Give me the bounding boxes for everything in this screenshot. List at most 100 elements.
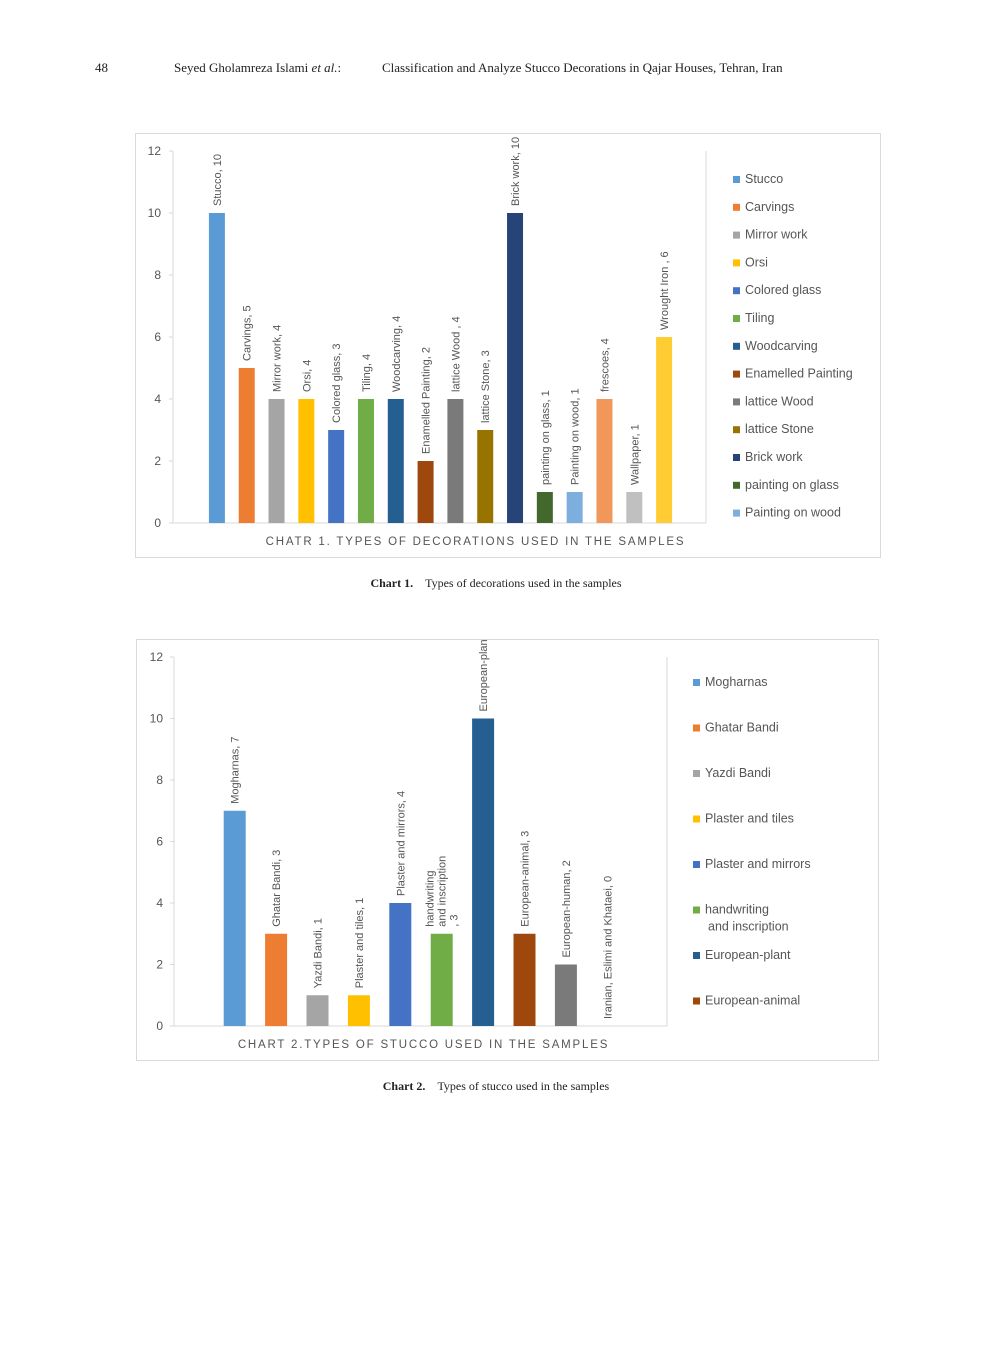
chart-1-data-label: Brick work, 10	[510, 137, 522, 206]
running-header-author: Seyed Gholamreza Islami et al.:	[174, 60, 341, 76]
chart-1-bar	[626, 492, 643, 523]
chart-1-legend-swatch	[733, 481, 740, 489]
chart-2-legend-swatch	[693, 906, 700, 914]
chart-1-legend-label: Orsi	[745, 255, 768, 269]
chart-2-caption: Chart 2. Types of stucco used in the samp…	[0, 1079, 992, 1094]
chart-1-data-label-group: Enamelled Painting, 2	[421, 347, 433, 454]
chart-2-y-tick-label: 10	[150, 712, 164, 726]
chart-1-y-tick-label: 8	[154, 268, 161, 282]
chart-1-legend-swatch	[733, 259, 740, 267]
chart-1-legend-label: lattice Stone	[745, 422, 814, 436]
chart-2-data-label: European-plant, 10	[478, 640, 490, 712]
chart-2-legend-label: handwriting	[705, 903, 769, 917]
chart-2-data-label: and inscription	[437, 856, 449, 927]
chart-2-caption-text: Types of stucco used in the samples	[437, 1079, 610, 1093]
chart-1-legend-swatch	[733, 509, 740, 517]
chart-1-data-label-group: Wrought Iron , 6	[659, 251, 671, 330]
chart-1-data-label: frescoes, 4	[599, 338, 611, 392]
chart-1-data-label: Stucco, 10	[212, 154, 224, 206]
chart-1-legend-label: Painting on wood	[745, 506, 841, 520]
chart-1-bar	[507, 213, 524, 523]
chart-1-bar	[596, 399, 613, 523]
chart-1-legend-swatch	[733, 231, 740, 239]
chart-2-data-label-group: European-human, 2	[561, 860, 573, 957]
chart-2-legend-swatch	[693, 997, 700, 1005]
chart-2-data-label: European-animal, 3	[520, 831, 532, 927]
chart-2-bar	[472, 718, 495, 1026]
chart-2-data-label-group: Ghatar Bandi, 3	[271, 850, 283, 927]
chart-1-legend-label: Brick work	[745, 450, 803, 464]
chart-1-data-label: lattice Wood , 4	[450, 316, 462, 392]
chart-1-bar	[357, 399, 374, 523]
chart-1-bar	[268, 399, 285, 523]
chart-1-legend-label: Enamelled Painting	[745, 367, 853, 381]
chart-2-legend-swatch	[693, 724, 700, 732]
chart-1-bar	[298, 399, 315, 523]
chart-1-y-tick-label: 6	[154, 330, 161, 344]
chart-2-y-tick-label: 0	[156, 1019, 163, 1033]
chart-1-data-label-group: Wallpaper, 1	[629, 424, 641, 485]
chart-1-data-label-group: lattice Wood , 4	[450, 316, 462, 392]
chart-1-bar	[447, 399, 464, 523]
chart-2-data-label-group: Yazdi Bandi, 1	[313, 918, 325, 988]
chart-2-y-tick-label: 12	[150, 650, 164, 664]
chart-1-legend-swatch	[733, 398, 740, 406]
chart-1-bar	[477, 430, 494, 523]
chart-1-data-label: painting on glass, 1	[540, 390, 552, 485]
chart-1-data-label-group: Stucco, 10	[212, 154, 224, 206]
chart-1-data-label-group: painting on glass, 1	[540, 390, 552, 485]
chart-1-caption-label: Chart 1.	[370, 576, 414, 590]
chart-2-data-label-group: European-animal, 3	[520, 831, 532, 927]
chart-2-legend-swatch	[693, 679, 700, 686]
chart-1-legend-label: Carvings	[745, 200, 794, 214]
chart-1-caption: Chart 1. Types of decorations used in the…	[0, 576, 992, 591]
chart-2-y-tick-label: 2	[156, 958, 163, 972]
chart-1-y-tick-label: 10	[148, 206, 162, 220]
chart-1-bar	[656, 337, 673, 523]
chart-1-data-label: Carvings, 5	[242, 305, 254, 361]
chart-1-y-tick-label: 0	[154, 516, 161, 530]
chart-1-data-label-group: Carvings, 5	[242, 305, 254, 361]
chart-1-legend-swatch	[733, 370, 740, 378]
chart-1-data-label-group: Brick work, 10	[510, 137, 522, 206]
chart-2-legend-label: Ghatar Bandi	[705, 721, 779, 735]
chart-1-frame: 0 2 4 6 8 10 12 Stucco, 10 Carvings, 5 Mirror wor…	[135, 133, 881, 558]
chart-2-bar	[265, 933, 288, 1026]
running-header-title: Classification and Analyze Stucco Decora…	[382, 60, 783, 75]
chart-2-bar	[347, 995, 370, 1026]
chart-2-legend-label: Plaster and mirrors	[705, 857, 811, 871]
author-name: Seyed Gholamreza Islami	[174, 60, 309, 75]
chart-2-legend-swatch	[693, 861, 700, 868]
chart-2-bar	[389, 903, 412, 1026]
chart-1-data-label-group: frescoes, 4	[599, 338, 611, 392]
chart-2-data-label-group: European-plant, 10	[478, 640, 490, 712]
chart-2-data-label: Yazdi Bandi, 1	[313, 918, 325, 988]
chart-2-bar	[554, 964, 577, 1026]
chart-2-y-tick-label: 6	[156, 835, 163, 849]
chart-1-y-tick-label: 12	[148, 144, 162, 158]
chart-1-legend-label: Mirror work	[745, 228, 808, 242]
chart-1-legend-label: Tiling	[745, 311, 774, 325]
chart-2-legend-label: Plaster and tiles	[705, 812, 794, 826]
chart-1-data-label-group: Tiling, 4	[361, 354, 373, 392]
chart-1-legend-swatch	[733, 203, 740, 211]
chart-2-data-label-group: Plaster and mirrors, 4	[395, 791, 407, 896]
chart-1-data-label: Wrought Iron , 6	[659, 251, 671, 330]
chart-1-legend-label: Stucco	[745, 172, 783, 186]
chart-1-title: CHATR 1. TYPES OF DECORATIONS USED IN TH…	[266, 536, 686, 548]
chart-2-bar	[223, 810, 246, 1026]
chart-2-y-tick-label: 8	[156, 773, 163, 787]
chart-1-data-label: Woodcarving, 4	[391, 316, 403, 392]
chart-2-data-label: Iranian, Eslimi and Khataei, 0	[602, 876, 614, 1019]
author-colon: :	[337, 60, 342, 75]
chart-1-data-label: Colored glass, 3	[331, 344, 343, 424]
chart-1-bar	[238, 368, 255, 523]
chart-1-legend-label: Woodcarving	[745, 339, 818, 353]
chart-1-legend-swatch	[733, 176, 740, 183]
chart-1-bar	[566, 492, 583, 523]
chart-1-data-label: lattice Stone, 3	[480, 350, 492, 423]
chart-2-data-label-group: Plaster and tiles, 1	[354, 898, 366, 989]
chart-2-data-label-group: Iranian, Eslimi and Khataei, 0	[602, 876, 614, 1019]
chart-1-legend-swatch	[733, 342, 740, 350]
chart-2-legend-swatch	[693, 815, 700, 823]
